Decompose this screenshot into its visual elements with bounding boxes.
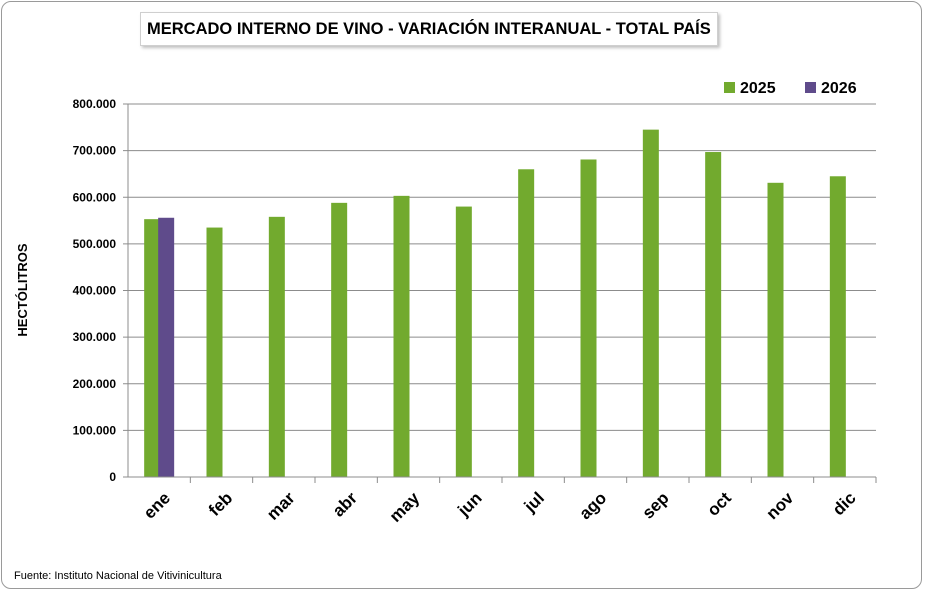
y-tick-label: 300.000 (73, 330, 117, 344)
x-tick-label: ene (140, 488, 174, 522)
x-tick-label: sep (639, 488, 673, 522)
x-tick-label: jun (453, 488, 485, 520)
bar-2025-dic (829, 176, 846, 478)
bar-2025-abr (331, 202, 348, 477)
y-tick-label: 800.000 (73, 97, 117, 111)
legend-swatch-2026 (805, 82, 816, 93)
bar-2025-feb (206, 227, 223, 477)
bar-2025-oct (705, 152, 722, 477)
y-tick-label: 200.000 (73, 377, 117, 391)
x-tick-label: ago (576, 488, 611, 523)
x-tick-label: may (386, 488, 424, 526)
y-tick-label: 700.000 (73, 144, 117, 158)
y-tick-label: 400.000 (73, 284, 117, 298)
y-tick-label: 0 (109, 470, 116, 484)
x-tick-label: dic (829, 488, 860, 519)
x-tick-label: mar (263, 488, 299, 524)
y-tick-label: 500.000 (73, 237, 117, 251)
chart-title: MERCADO INTERNO DE VINO - VARIACIÓN INTE… (140, 12, 718, 46)
source-note: Fuente: Instituto Nacional de Vitivinicu… (14, 570, 222, 582)
bar-2025-nov (767, 182, 784, 477)
y-tick-label: 100.000 (73, 423, 117, 437)
legend-swatch-2025 (724, 82, 735, 93)
bar-2025-ene (144, 219, 161, 477)
legend-label-2026: 2026 (821, 80, 857, 97)
bar-2025-ago (580, 159, 597, 477)
y-tick-label: 600.000 (73, 190, 117, 204)
y-axis-label: HECTÓLITROS (15, 243, 30, 336)
x-tick-label: abr (329, 488, 361, 520)
bars (144, 129, 846, 478)
bar-2025-mar (268, 216, 285, 477)
x-tick-label: oct (704, 488, 736, 520)
gridlines (128, 103, 876, 431)
bar-2026-ene (158, 217, 175, 477)
axes (127, 104, 877, 483)
x-tick-label: nov (763, 488, 798, 523)
bar-2025-jul (518, 169, 535, 477)
y-axis-ticks: 0 100.000 200.000 300.000 400.000 500.000 600.… (73, 97, 128, 484)
legend: 2025 2026 (724, 80, 857, 97)
x-tick-label: jul (520, 488, 548, 516)
bar-2025-may (393, 195, 410, 477)
legend-label-2025: 2025 (740, 80, 776, 97)
bar-2025-sep (642, 129, 659, 478)
x-tick-label: feb (205, 488, 236, 519)
x-axis-labels: ene feb mar abr may jun jul ago sep oct nov dic (140, 488, 860, 526)
bar-2025-jun (455, 206, 472, 477)
